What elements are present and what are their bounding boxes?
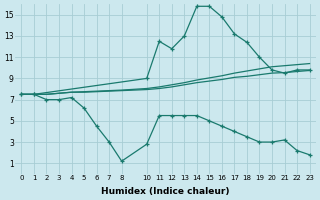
X-axis label: Humidex (Indice chaleur): Humidex (Indice chaleur) <box>101 187 230 196</box>
